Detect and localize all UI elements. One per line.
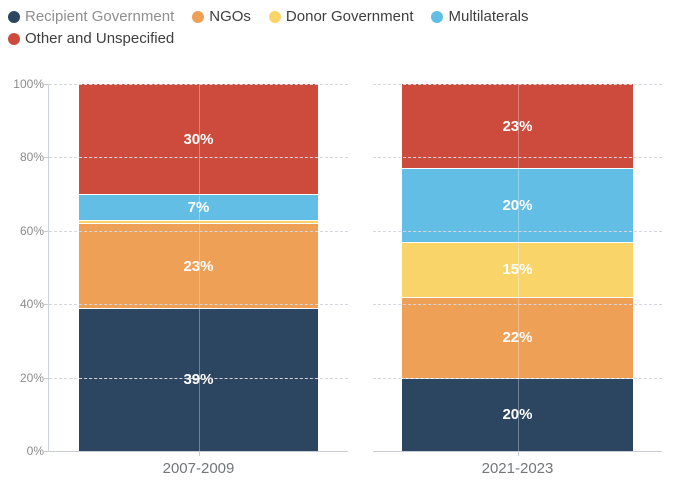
stacked-bar-2021-2023: 23% 20% 15% 22% 20% [401,84,634,451]
legend-marker-icon [192,10,205,23]
legend-label: Multilaterals [448,8,529,25]
x-axis-tick [198,451,200,456]
y-axis-tick-label: 20% [19,370,44,385]
legend-label: Other and Unspecified [25,30,175,47]
bar-segment-multilaterals[interactable]: 20% [401,168,634,242]
bar-segment-other-and-unspecified[interactable]: 30% [78,84,319,195]
plot-area: 100% 80% 60% 40% 20% 0% 2007-2009 30% 7% 23% 39%… [0,78,684,477]
chart-panel-2021-2023: 2021-2023 23% 20% 15% 22% 20% [373,84,662,477]
data-label: 39% [183,371,214,389]
data-label: 20% [502,406,533,424]
data-label: 20% [502,197,533,215]
data-label: 7% [187,198,210,216]
legend-label: Recipient Government [25,8,175,25]
legend-marker-icon [8,32,20,45]
y-axis-tick-mark [43,377,48,379]
y-axis-tick-label: 100% [13,77,44,91]
y-axis-tick-mark [43,84,48,85]
chart-panel-2007-2009: 2007-2009 30% 7% 23% 39% [48,84,348,477]
bar-segment-donor-government[interactable] [78,219,319,224]
legend-item-donor-government[interactable]: Donor Government [268,8,414,25]
x-axis-label: 2007-2009 [162,460,235,477]
bar-segment-ngos[interactable]: 22% [401,296,634,378]
legend-item-other-and-unspecified[interactable]: Other and Unspecified [8,30,174,47]
y-axis: 100% 80% 60% 40% 20% 0% [0,78,44,457]
data-label: 30% [183,130,214,148]
legend-marker-icon [268,10,281,23]
bar-segment-ngos[interactable]: 23% [78,223,319,308]
data-label: 23% [183,257,214,275]
bar-segment-multilaterals[interactable]: 7% [78,194,319,220]
bar-segment-donor-government[interactable]: 15% [401,241,634,297]
x-axis-label: 2021-2023 [481,460,554,477]
legend-item-multilaterals[interactable]: Multilaterals [431,8,529,25]
legend-label: NGOs [209,8,251,25]
y-axis-tick-label: 40% [19,297,44,312]
legend-item-ngos[interactable]: NGOs [192,8,251,25]
y-axis-tick-mark [43,304,48,306]
bar-segment-recipient-government[interactable]: 39% [78,307,319,451]
chart-legend: Recipient Government NGOs Donor Government… [8,8,574,47]
y-axis-tick-mark [43,157,48,159]
y-axis-tick-label: 60% [19,223,44,238]
data-label: 22% [502,329,533,347]
y-axis-tick-mark [43,451,48,452]
stacked-bar-2007-2009: 30% 7% 23% 39% [78,84,319,451]
legend-marker-icon [8,10,20,23]
data-label: 23% [502,117,533,135]
legend-item-recipient-government[interactable]: Recipient Government [8,8,174,25]
y-axis-tick-mark [43,230,48,232]
bar-segment-recipient-government[interactable]: 20% [401,377,634,451]
legend-marker-icon [431,10,444,23]
y-axis-tick-label: 80% [19,150,44,165]
x-axis-tick [517,451,519,456]
bar-segment-other-and-unspecified[interactable]: 23% [401,84,634,169]
data-label: 15% [502,261,533,279]
y-axis-tick-label: 0% [26,444,44,458]
legend-label: Donor Government [285,8,414,25]
